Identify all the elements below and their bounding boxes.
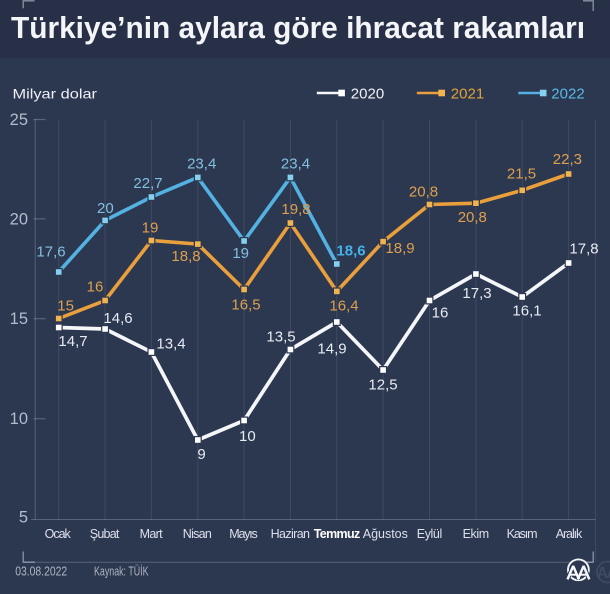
svg-text:Temmuz: Temmuz [314, 527, 361, 541]
svg-text:Eylül: Eylül [417, 527, 443, 541]
svg-text:14,7: 14,7 [58, 333, 87, 350]
svg-text:20: 20 [10, 210, 28, 228]
svg-text:Nisan: Nisan [183, 527, 212, 541]
svg-text:Aralık: Aralık [556, 527, 583, 541]
svg-text:16,1: 16,1 [512, 303, 541, 320]
svg-text:25: 25 [10, 111, 28, 129]
svg-text:19,8: 19,8 [281, 201, 310, 218]
svg-text:15: 15 [57, 297, 74, 314]
svg-text:16,4: 16,4 [329, 298, 358, 315]
svg-text:9: 9 [197, 446, 205, 463]
svg-text:18,9: 18,9 [385, 240, 414, 257]
svg-text:Mart: Mart [140, 527, 164, 541]
svg-text:Milyar dolar: Milyar dolar [13, 86, 98, 102]
svg-text:22,7: 22,7 [133, 175, 162, 192]
svg-text:14,9: 14,9 [317, 341, 346, 358]
svg-text:Ocak: Ocak [45, 527, 72, 541]
svg-text:18,6: 18,6 [336, 243, 365, 260]
svg-text:Haziran: Haziran [271, 527, 310, 541]
svg-text:14,6: 14,6 [103, 310, 132, 327]
svg-text:22,3: 22,3 [553, 151, 582, 168]
svg-text:15: 15 [10, 310, 28, 328]
svg-text:20: 20 [97, 200, 114, 217]
svg-text:Ekim: Ekim [463, 527, 490, 541]
svg-text:03.08.2022: 03.08.2022 [15, 564, 67, 579]
svg-text:5: 5 [19, 509, 28, 527]
svg-text:17,3: 17,3 [462, 285, 491, 302]
svg-text:12,5: 12,5 [368, 377, 397, 394]
svg-text:10: 10 [10, 410, 28, 428]
svg-text:Kasım: Kasım [507, 527, 538, 541]
svg-text:21,5: 21,5 [507, 165, 536, 182]
svg-text:23,4: 23,4 [281, 155, 310, 172]
svg-text:17,8: 17,8 [569, 240, 598, 257]
svg-text:Kaynak: TÜİK: Kaynak: TÜİK [94, 564, 149, 579]
svg-text:20,8: 20,8 [458, 209, 487, 226]
svg-text:Mayıs: Mayıs [229, 527, 258, 541]
svg-text:16,5: 16,5 [231, 297, 260, 314]
svg-text:16: 16 [87, 279, 104, 296]
svg-text:19: 19 [232, 245, 249, 262]
svg-text:23,4: 23,4 [187, 155, 216, 172]
svg-text:Türkiye’nin aylara göre ihraca: Türkiye’nin aylara göre ihracat rakamlar… [11, 10, 585, 45]
svg-text:20,8: 20,8 [409, 183, 438, 200]
svg-text:10: 10 [239, 428, 256, 445]
svg-text:Şubat: Şubat [90, 527, 120, 541]
svg-text:18,8: 18,8 [171, 248, 200, 265]
svg-text:2022: 2022 [551, 85, 584, 102]
svg-text:19: 19 [142, 219, 159, 236]
svg-text:AA: AA [597, 565, 610, 582]
svg-text:2020: 2020 [351, 85, 384, 102]
svg-text:16: 16 [432, 305, 449, 322]
svg-text:2021: 2021 [451, 85, 484, 102]
svg-text:13,4: 13,4 [156, 336, 185, 353]
svg-text:Ağustos: Ağustos [363, 527, 408, 541]
svg-text:13,5: 13,5 [266, 328, 295, 345]
svg-text:17,6: 17,6 [36, 244, 65, 261]
